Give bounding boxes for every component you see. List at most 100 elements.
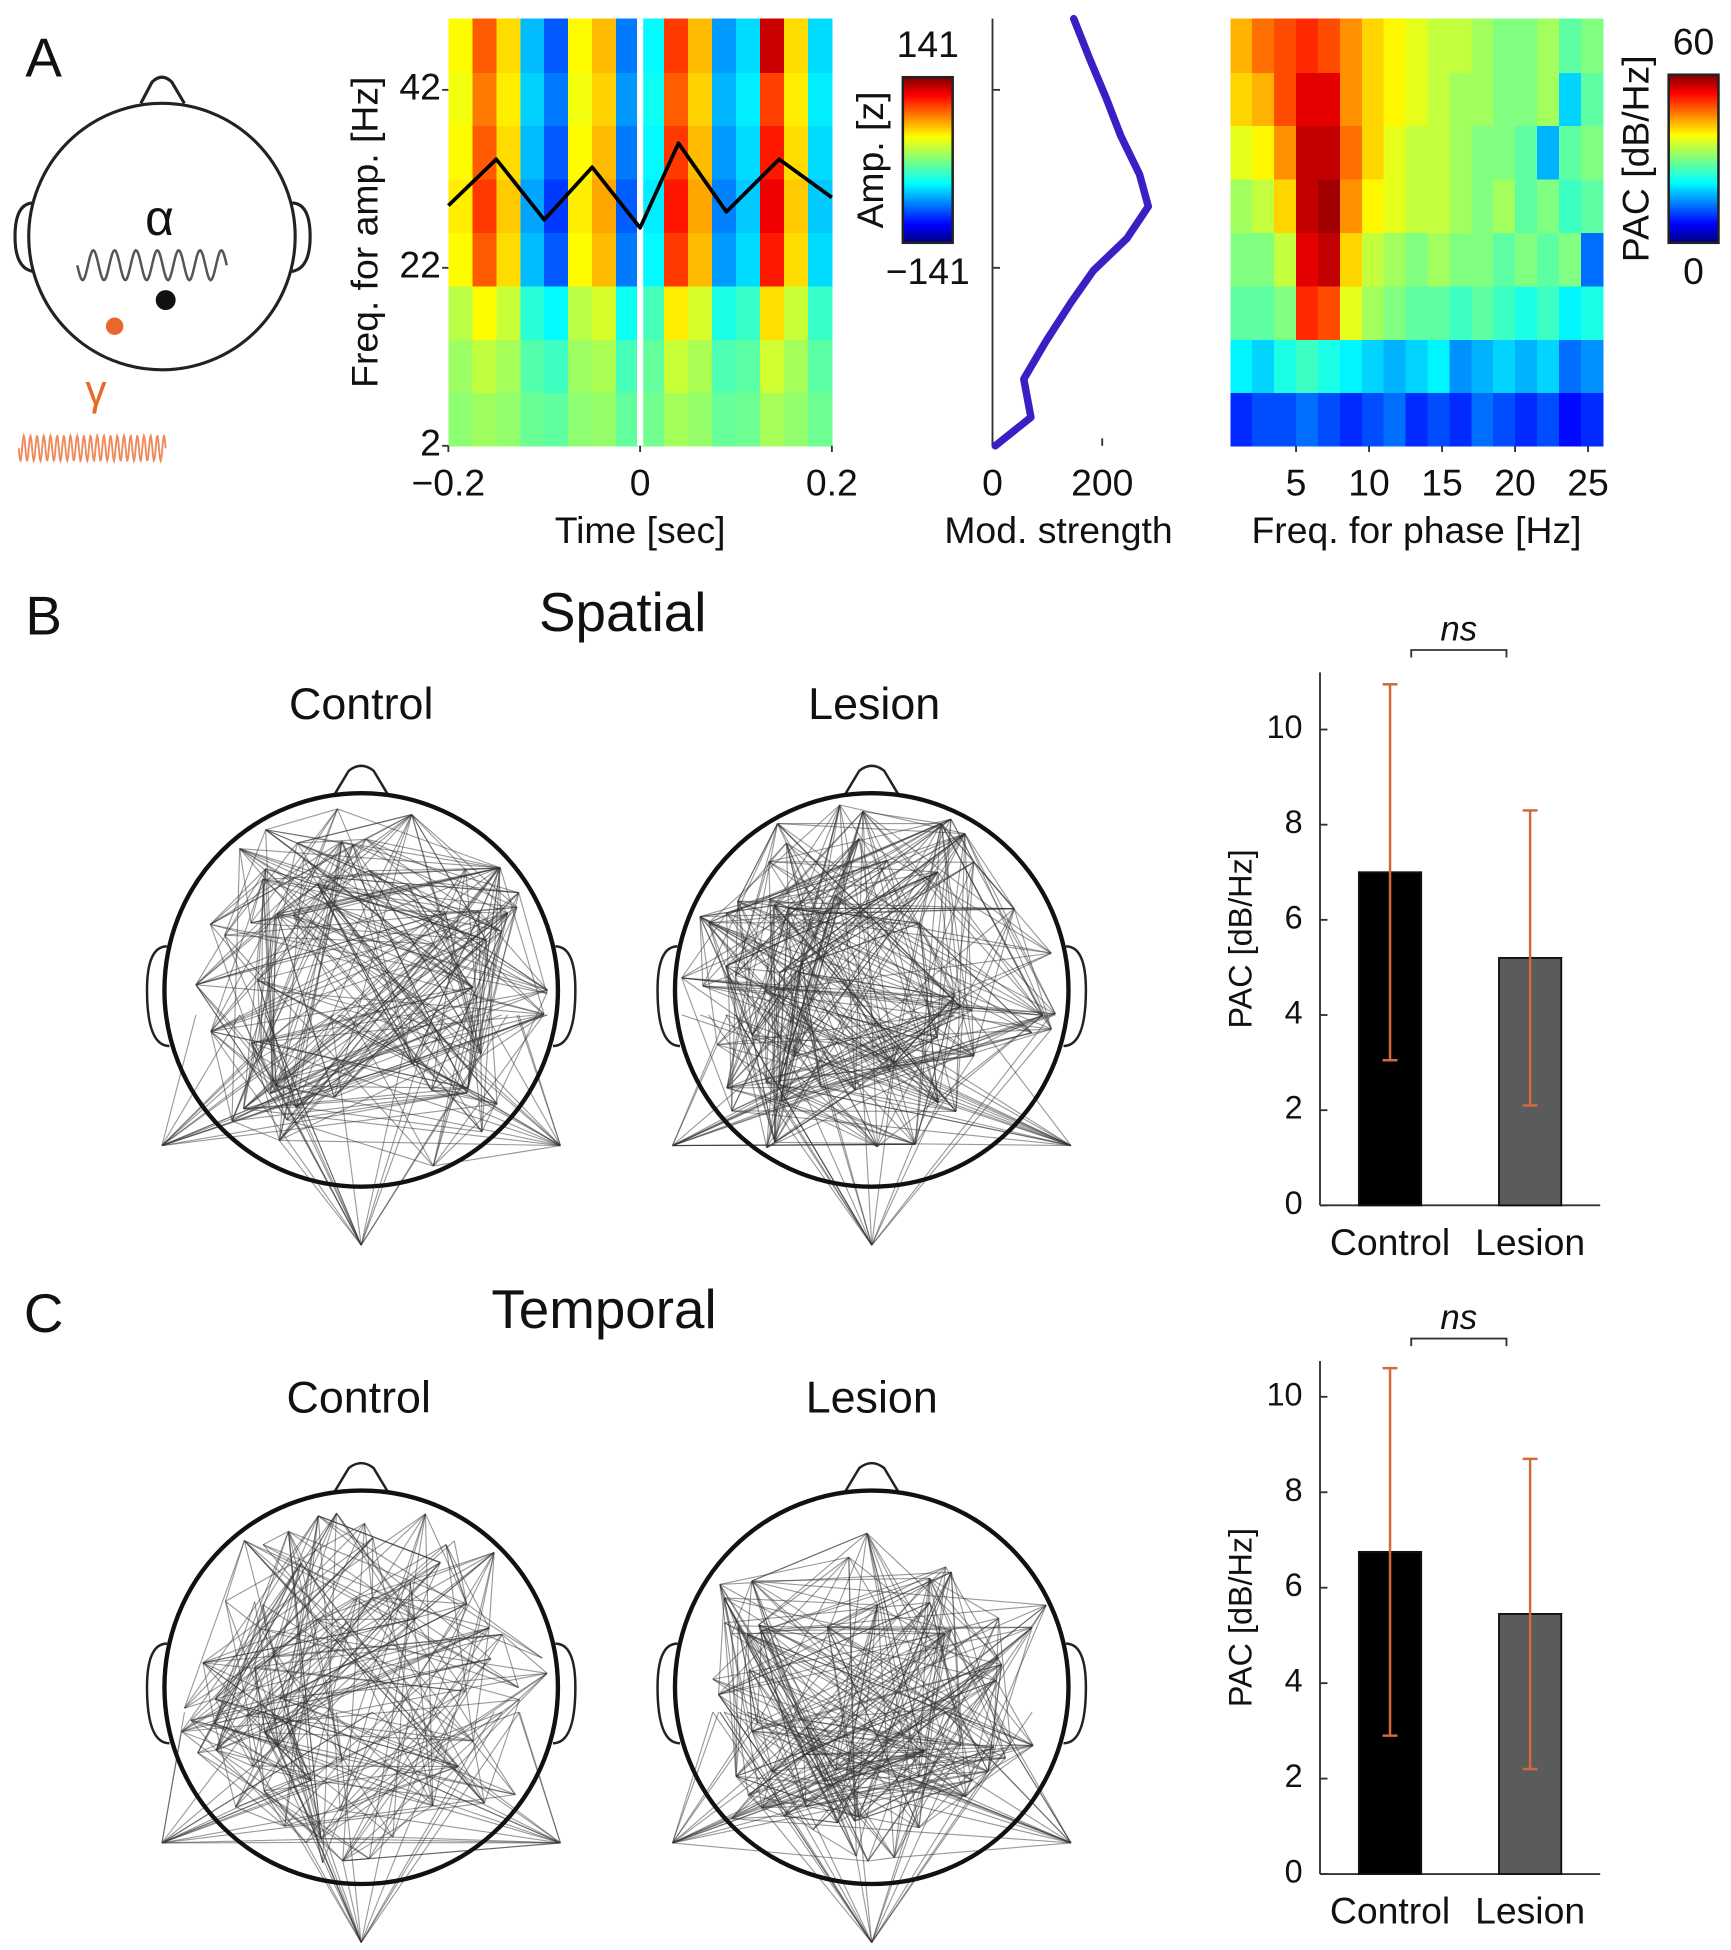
connection bbox=[202, 1633, 503, 1664]
connection bbox=[726, 804, 841, 1089]
heatmap-cell bbox=[1580, 285, 1604, 340]
heatmap-cell bbox=[1296, 18, 1319, 73]
connection bbox=[235, 1618, 416, 1808]
connection bbox=[214, 1723, 237, 1808]
connection bbox=[834, 895, 975, 1057]
connection bbox=[765, 905, 775, 1083]
connection bbox=[681, 977, 733, 1112]
heatmap-cell bbox=[1580, 232, 1604, 287]
connection bbox=[956, 1656, 999, 1709]
connection bbox=[855, 996, 955, 1091]
connection bbox=[807, 871, 938, 931]
connection bbox=[723, 1597, 961, 1746]
x-tick-label: Control bbox=[1330, 1221, 1450, 1263]
connection bbox=[210, 878, 264, 925]
heatmap-cell bbox=[616, 72, 641, 127]
ear bbox=[145, 1642, 170, 1745]
connection bbox=[257, 814, 413, 981]
connection bbox=[195, 841, 343, 986]
heatmap-cell bbox=[1580, 392, 1604, 447]
heatmap-cell bbox=[1230, 125, 1253, 180]
connection bbox=[320, 1699, 520, 1840]
connection bbox=[778, 895, 836, 1084]
connection bbox=[243, 912, 446, 1110]
heatmap-cell bbox=[496, 125, 522, 180]
heatmap-cell bbox=[472, 72, 498, 127]
x-axis-label: Time [sec] bbox=[555, 509, 726, 551]
connection bbox=[260, 1628, 548, 1674]
connection bbox=[672, 1062, 895, 1147]
heatmap-cell bbox=[664, 232, 689, 287]
heatmap-cell bbox=[496, 285, 522, 340]
heatmap-cell bbox=[1515, 178, 1538, 233]
connection bbox=[352, 844, 413, 1064]
connection bbox=[855, 1855, 873, 1943]
heatmap-cell bbox=[1317, 178, 1341, 233]
connection bbox=[202, 1662, 281, 1699]
connection bbox=[672, 1711, 946, 1844]
heatmap-cell bbox=[1383, 285, 1407, 340]
connection bbox=[726, 976, 878, 1148]
heatmap-cell bbox=[1580, 18, 1604, 73]
heatmap-cell bbox=[1317, 339, 1341, 394]
heatmap-cell bbox=[1405, 232, 1429, 287]
connection bbox=[431, 931, 503, 1091]
connection bbox=[501, 1634, 548, 1674]
x-tick-label: 200 bbox=[1071, 461, 1133, 503]
heatmap-cell bbox=[735, 285, 761, 340]
connection bbox=[364, 1523, 373, 1598]
connection bbox=[263, 1597, 358, 1792]
connection bbox=[216, 1627, 490, 1751]
y-tick-label: 0 bbox=[1285, 1854, 1303, 1890]
connection bbox=[265, 829, 474, 988]
connection bbox=[310, 1597, 358, 1781]
heatmap-cell bbox=[807, 72, 833, 127]
heatmap-cell bbox=[1383, 178, 1407, 233]
error-bar bbox=[1382, 683, 1398, 1062]
heatmap-cell bbox=[448, 125, 474, 180]
connection bbox=[748, 1670, 753, 1732]
connection bbox=[235, 1806, 285, 1827]
connection bbox=[161, 1103, 498, 1147]
connection bbox=[783, 1680, 997, 1817]
heatmap-cell bbox=[1536, 392, 1560, 447]
heatmap-cell bbox=[1515, 125, 1538, 180]
x-tick-label: 25 bbox=[1567, 461, 1609, 503]
colorbar-tick-label: 141 bbox=[897, 23, 959, 65]
heatmap-cell bbox=[1493, 392, 1516, 447]
connection bbox=[480, 940, 487, 1054]
heatmap-cell bbox=[1493, 72, 1516, 127]
colorbar bbox=[1667, 73, 1720, 245]
connection bbox=[803, 1014, 873, 1246]
heatmap-cell bbox=[1317, 232, 1341, 287]
heatmap-cell bbox=[1536, 125, 1560, 180]
ear bbox=[145, 945, 170, 1048]
connection bbox=[823, 1604, 879, 1782]
connection bbox=[871, 1711, 946, 1943]
connection bbox=[798, 971, 1032, 1034]
connection bbox=[444, 912, 482, 1054]
connection bbox=[719, 1584, 807, 1728]
heatmap-cell bbox=[1274, 72, 1297, 127]
connection bbox=[368, 1513, 426, 1859]
connection bbox=[251, 1042, 561, 1147]
heatmap-cell bbox=[807, 18, 833, 73]
connection bbox=[214, 1698, 253, 1767]
connection bbox=[275, 908, 335, 1087]
connection bbox=[725, 966, 795, 1057]
connection bbox=[681, 977, 795, 1058]
connection bbox=[265, 829, 332, 879]
heatmap-cell bbox=[759, 232, 785, 287]
heatmap-cell bbox=[1471, 339, 1494, 394]
connection bbox=[296, 842, 483, 1133]
connection bbox=[478, 911, 548, 991]
connection bbox=[264, 1732, 322, 1839]
connection bbox=[862, 811, 955, 998]
connection bbox=[793, 918, 805, 1057]
connection bbox=[317, 1618, 416, 1621]
nose bbox=[843, 764, 901, 797]
connection bbox=[919, 922, 962, 1007]
heatmap-cell bbox=[1536, 339, 1560, 394]
connection bbox=[239, 848, 501, 869]
connection bbox=[215, 1540, 455, 1751]
